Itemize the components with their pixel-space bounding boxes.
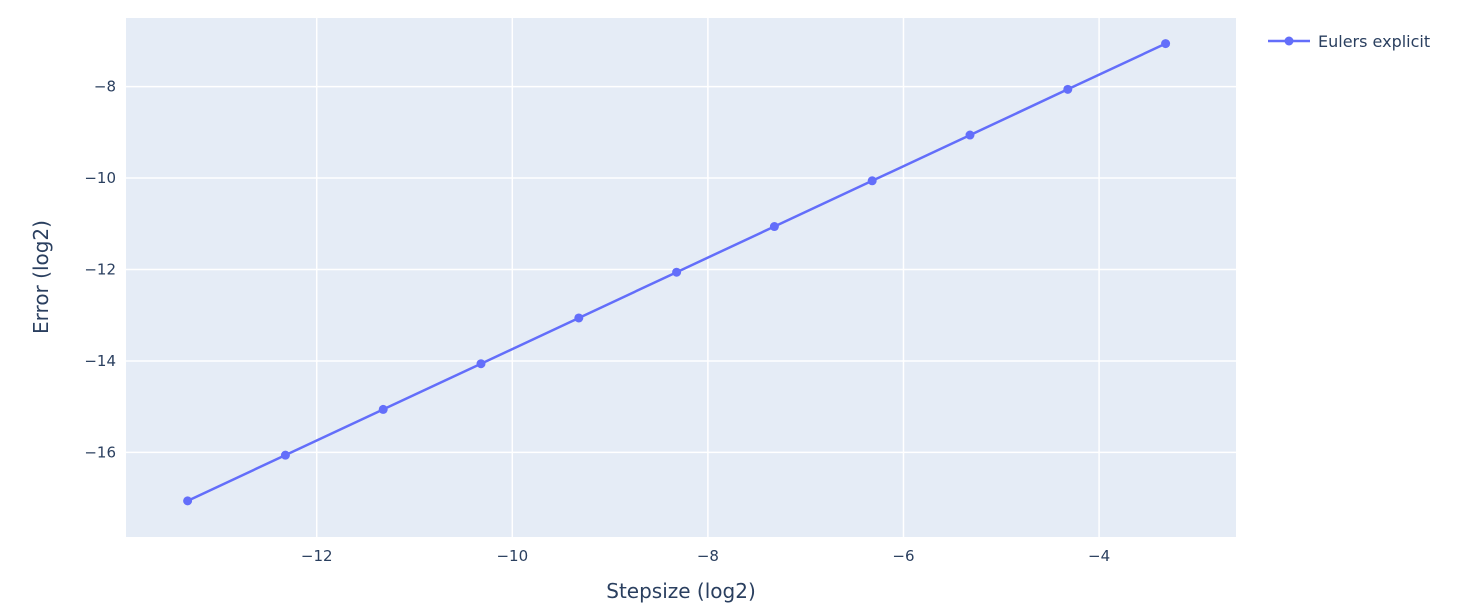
y-tick-label: −16 (84, 443, 116, 461)
series-group (183, 39, 1171, 506)
y-tick-label: −14 (84, 352, 116, 370)
y-tick-label: −10 (84, 169, 116, 187)
data-point[interactable] (1161, 39, 1171, 49)
plot-background (126, 18, 1236, 537)
x-tick-label: −6 (892, 547, 914, 565)
x-tick-label: −10 (496, 547, 528, 565)
legend-label: Eulers explicit (1318, 32, 1430, 51)
data-point[interactable] (965, 130, 975, 140)
data-point[interactable] (1063, 84, 1073, 94)
y-axis-title: Error (log2) (29, 220, 53, 334)
y-axis-ticks: −16 −14 −12 −10 −8 (84, 78, 116, 462)
legend[interactable]: Eulers explicit (1268, 32, 1430, 51)
data-point[interactable] (183, 496, 193, 506)
y-tick-label: −12 (84, 260, 116, 278)
y-tick-label: −8 (94, 78, 116, 96)
data-point[interactable] (867, 176, 877, 186)
data-point[interactable] (769, 222, 779, 232)
x-axis-title: Stepsize (log2) (606, 579, 756, 603)
data-point[interactable] (378, 404, 388, 414)
grid-lines (126, 18, 1236, 537)
legend-marker (1284, 36, 1294, 46)
data-point[interactable] (280, 450, 290, 460)
data-point[interactable] (574, 313, 584, 323)
x-tick-label: −4 (1088, 547, 1110, 565)
data-point[interactable] (476, 359, 486, 369)
x-axis-ticks: −12 −10 −8 −6 −4 (301, 547, 1110, 565)
x-tick-label: −8 (697, 547, 719, 565)
data-point[interactable] (672, 267, 682, 277)
x-tick-label: −12 (301, 547, 333, 565)
